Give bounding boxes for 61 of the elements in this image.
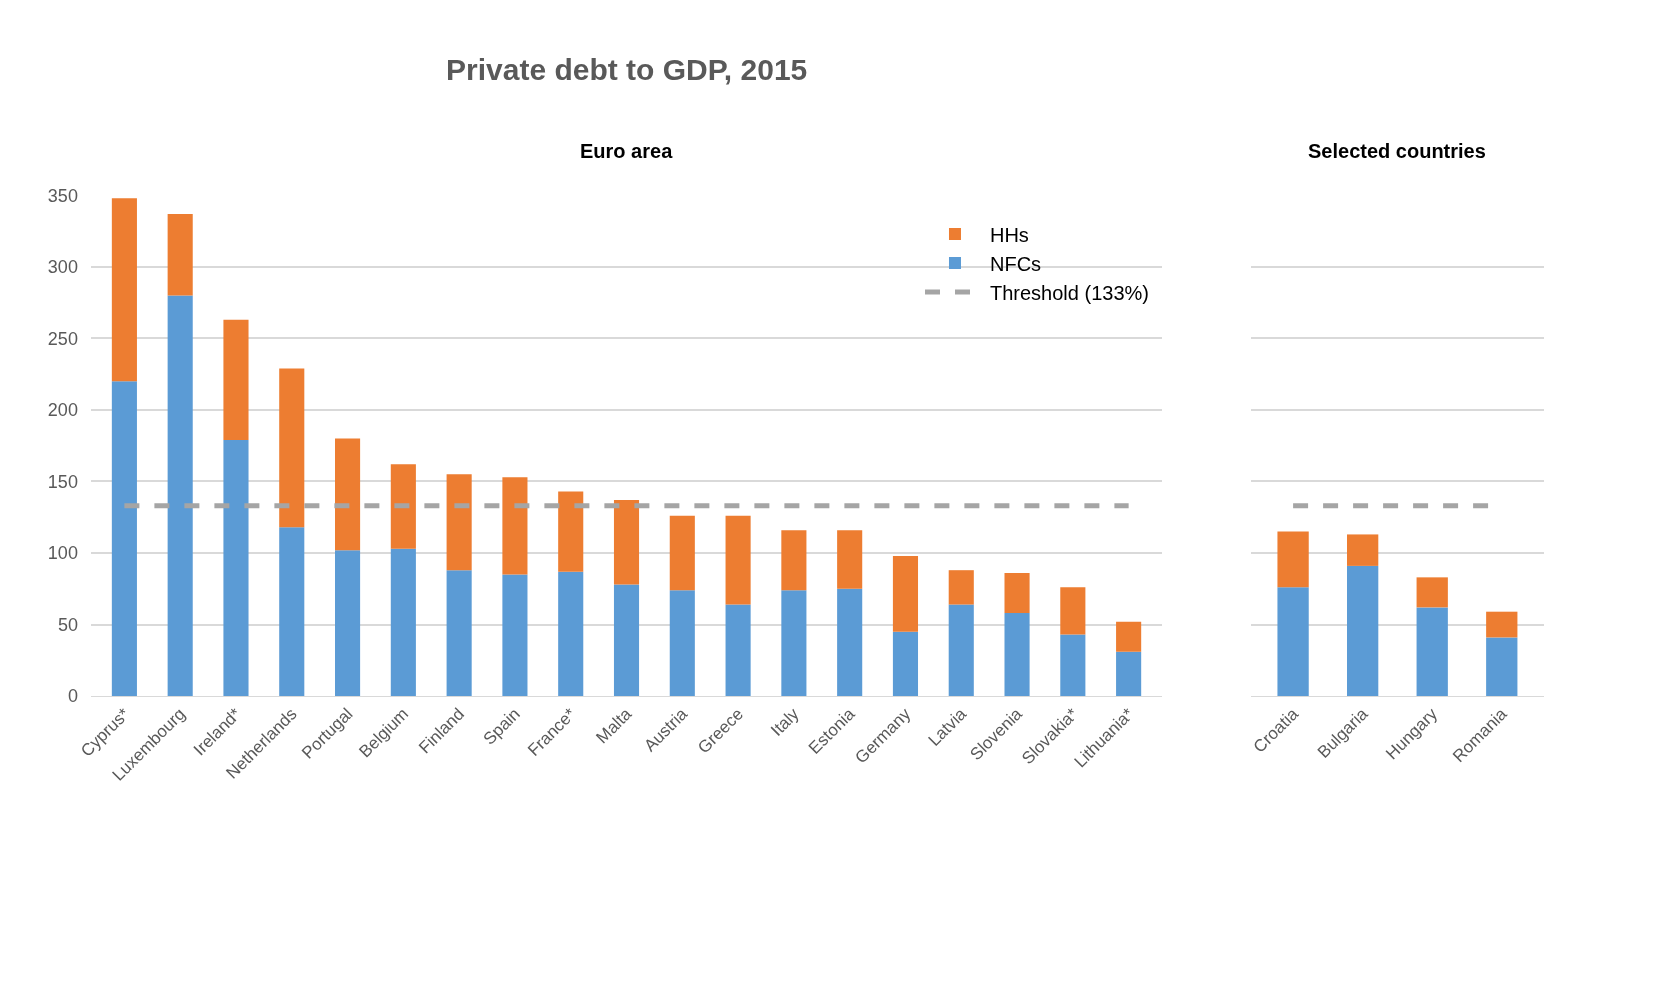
- bar: [111, 381, 137, 697]
- x-tick-label: Italy: [767, 704, 804, 740]
- bar: [781, 530, 807, 591]
- bar: [837, 588, 863, 697]
- chart-subtitle: Selected countries: [1308, 140, 1486, 162]
- bar: [223, 440, 249, 697]
- legend-label: HHs: [989, 223, 1029, 246]
- bar: [1347, 565, 1379, 697]
- bar: [223, 319, 249, 440]
- chart-subtitle: Euro area: [580, 140, 674, 162]
- bar: [1486, 611, 1518, 638]
- bar: [725, 515, 751, 605]
- bar: [558, 571, 584, 697]
- y-tick-label: 150: [47, 471, 78, 492]
- bar: [1004, 613, 1030, 697]
- bar: [502, 477, 528, 575]
- bar: [1004, 573, 1030, 614]
- y-tick-label: 300: [47, 257, 78, 278]
- bar: [725, 604, 751, 697]
- bar: [167, 295, 193, 697]
- y-tick-label: 200: [47, 400, 78, 421]
- bar: [558, 491, 584, 572]
- bar: [613, 584, 640, 697]
- bar: [1277, 587, 1309, 697]
- bar: [781, 590, 807, 697]
- bar: [1416, 577, 1448, 608]
- y-tick-label: 0: [67, 686, 78, 707]
- bar: [279, 527, 305, 697]
- bar: [446, 474, 472, 571]
- bar: [1060, 634, 1086, 697]
- bar: [948, 570, 974, 605]
- bar: [613, 500, 640, 585]
- legend-label: Threshold (133%): [989, 281, 1149, 304]
- bar: [1347, 534, 1379, 566]
- bar: [948, 604, 974, 697]
- bar: [1116, 651, 1142, 697]
- y-tick-label: 250: [47, 328, 78, 349]
- bar: [892, 631, 919, 697]
- bar: [446, 570, 472, 697]
- bar: [335, 438, 361, 551]
- bar: [1116, 621, 1142, 652]
- y-tick-label: 100: [47, 543, 78, 564]
- chart-title: Private debt to GDP, 2015: [446, 53, 808, 86]
- bar: [1277, 531, 1309, 588]
- bar: [111, 198, 137, 382]
- y-tick-label: 50: [57, 614, 78, 635]
- bar: [1060, 587, 1086, 635]
- bar: [669, 515, 695, 591]
- y-tick-label: 350: [47, 185, 78, 206]
- bar: [279, 368, 305, 528]
- bar: [167, 213, 193, 296]
- bar: [390, 464, 416, 549]
- bar: [502, 574, 528, 697]
- bar: [1416, 607, 1448, 697]
- bar: [892, 555, 919, 632]
- bar: [837, 530, 863, 589]
- legend-label: NFCs: [989, 252, 1042, 275]
- bar: [669, 590, 695, 697]
- bar: [1486, 637, 1518, 697]
- bar: [335, 550, 361, 697]
- bar: [390, 548, 416, 697]
